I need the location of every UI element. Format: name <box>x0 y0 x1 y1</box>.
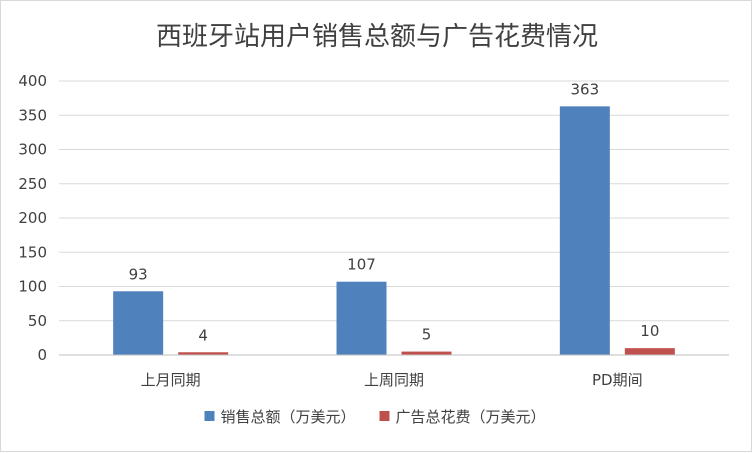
y-tick-label: 350 <box>18 106 47 124</box>
legend-label: 广告总花费（万美元） <box>396 408 546 426</box>
y-tick-label: 100 <box>18 278 47 296</box>
y-tick-label: 150 <box>18 243 47 261</box>
data-label: 93 <box>129 265 148 283</box>
data-label: 107 <box>347 256 376 274</box>
data-label: 4 <box>198 326 208 344</box>
bar <box>624 348 675 355</box>
x-tick-label: 上周同期 <box>364 371 424 389</box>
x-tick-label: 上月同期 <box>141 371 201 389</box>
data-label: 363 <box>571 80 600 98</box>
y-tick-label: 250 <box>18 175 47 193</box>
bar <box>336 281 387 355</box>
gridlines <box>59 80 729 322</box>
legend-label: 销售总额（万美元） <box>221 408 356 426</box>
bar <box>401 351 452 355</box>
x-tick-label: PD期间 <box>592 371 643 389</box>
y-tick-label: 300 <box>18 141 47 159</box>
legend-swatch <box>204 411 215 421</box>
y-tick-label: 50 <box>28 312 47 330</box>
y-tick-label: 400 <box>18 72 47 90</box>
chart-title: 西班牙站用户销售总额与广告花费情况 <box>156 22 598 52</box>
y-axis: 0 50 100 150 200 250 300 350 400 <box>18 72 47 364</box>
bar <box>559 106 610 355</box>
bar <box>113 291 164 355</box>
x-axis: 上月同期 上周同期 PD期间 <box>59 354 729 389</box>
legend-swatch <box>379 411 390 421</box>
y-tick-label: 0 <box>37 346 47 364</box>
bar <box>178 352 229 355</box>
legend: 销售总额（万美元） 广告总花费（万美元） <box>204 408 546 426</box>
data-label: 5 <box>422 326 432 344</box>
bars: 93 4 107 5 363 10 <box>113 80 675 355</box>
data-label: 10 <box>640 322 659 340</box>
y-tick-label: 200 <box>18 209 47 227</box>
